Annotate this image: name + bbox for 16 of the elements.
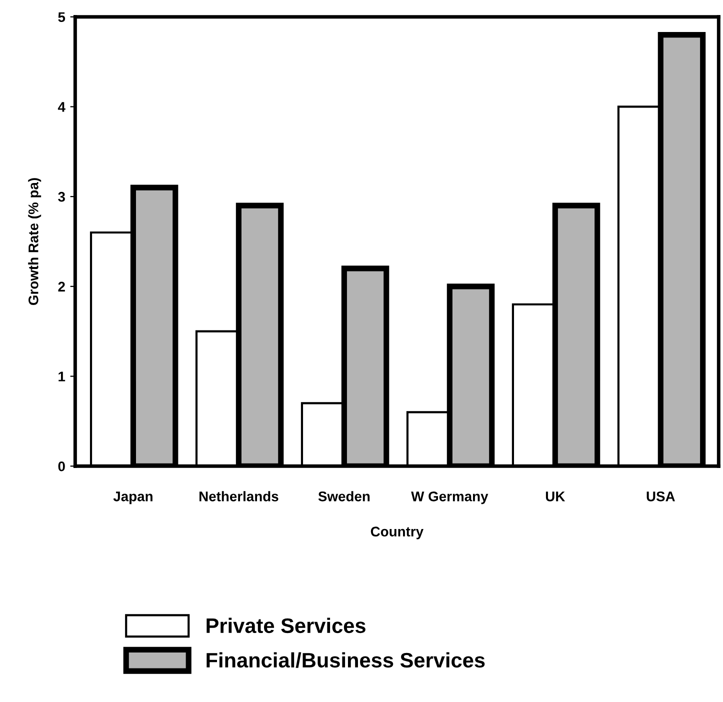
x-axis-title: Country <box>370 526 424 540</box>
x-tick-label: UK <box>546 492 566 502</box>
legend-label: Private Services <box>206 618 366 634</box>
y-tick-label: 0 <box>58 461 65 472</box>
y-tick-label: 5 <box>58 12 66 22</box>
legend-label: Financial/Business Services <box>206 652 485 668</box>
y-axis-title: Growth Rate (% pa) <box>28 178 42 305</box>
y-tick-label: 4 <box>58 102 66 112</box>
x-tick-label: Netherlands <box>199 491 278 502</box>
y-tick-label: 1 <box>58 372 66 382</box>
x-tick-label: Japan <box>113 492 152 504</box>
y-tick-label: 2 <box>58 282 65 292</box>
x-tick-label: USA <box>646 491 675 502</box>
x-tick-label: Sweden <box>318 491 370 502</box>
x-tick-label: W Germany <box>411 491 488 504</box>
y-tick-label: 3 <box>58 192 65 202</box>
